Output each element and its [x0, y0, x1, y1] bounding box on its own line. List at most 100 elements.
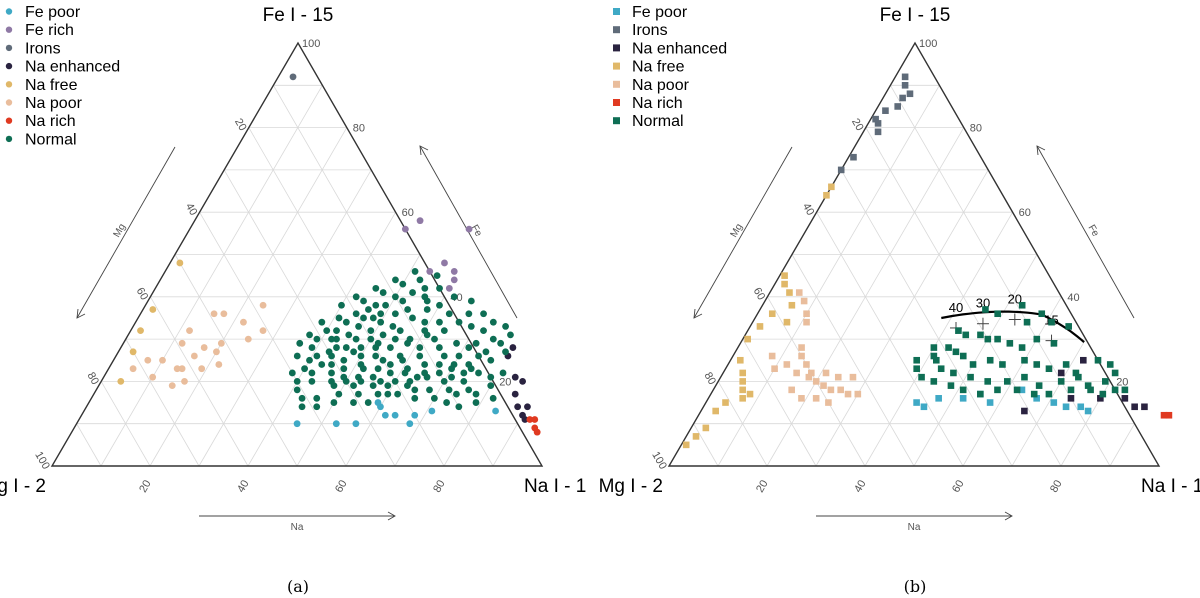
legend-marker [5, 62, 13, 70]
data-point [1050, 340, 1058, 347]
data-point [306, 356, 313, 364]
data-point [443, 399, 450, 406]
data-point [149, 373, 157, 381]
data-point [181, 378, 188, 385]
tick-label-na: 80 [431, 478, 448, 495]
data-point [959, 395, 967, 402]
fe-arrow [1036, 145, 1135, 319]
legend-label: Normal [25, 131, 77, 148]
series-normal [288, 268, 514, 411]
data-point [244, 335, 252, 343]
tick-label-mg: 60 [134, 286, 151, 303]
data-point [404, 306, 412, 313]
data-point [913, 365, 920, 373]
data-point [969, 361, 977, 368]
data-point [746, 390, 754, 398]
data-point [935, 395, 942, 402]
data-point [391, 378, 399, 385]
data-point [511, 390, 519, 398]
data-point [977, 390, 984, 398]
data-point [756, 323, 764, 330]
data-point [967, 373, 974, 381]
tick-label-na: 60 [950, 478, 967, 495]
grid-line-na [492, 423, 518, 467]
data-point [453, 339, 460, 347]
data-point [445, 386, 453, 394]
data-point [396, 352, 404, 360]
data-point [1018, 386, 1026, 394]
data-point [445, 310, 453, 318]
data-point [739, 378, 746, 385]
data-point [340, 373, 348, 381]
legend-marker [5, 26, 13, 33]
axis-name-mg: Mg [729, 222, 745, 240]
mg-arrow [76, 146, 176, 319]
data-point [333, 335, 340, 343]
data-point [1165, 411, 1173, 419]
data-point [1030, 390, 1038, 398]
data-point [788, 386, 795, 394]
data-point [176, 259, 184, 267]
data-point [1080, 356, 1087, 364]
data-point [798, 395, 805, 402]
data-point [372, 301, 380, 309]
data-point [313, 394, 321, 402]
grid-line-na [962, 296, 1062, 467]
data-point [744, 335, 751, 343]
data-point [901, 82, 909, 89]
data-point [1018, 301, 1026, 309]
data-point [382, 301, 389, 309]
data-point [352, 293, 360, 301]
grid-line-na [100, 85, 323, 467]
tick-label-fe: 100 [919, 38, 937, 50]
data-point [372, 284, 380, 292]
panel-caption: (a) [287, 577, 309, 596]
data-point [436, 301, 443, 309]
vertex-label-right: Na I - 1 [1141, 476, 1200, 497]
data-point [820, 382, 827, 389]
data-point [959, 352, 967, 360]
data-point [198, 365, 206, 373]
data-point [421, 361, 429, 368]
data-point [472, 339, 480, 347]
legend-marker [613, 8, 620, 15]
grid-line-mg [717, 381, 768, 467]
data-point [828, 183, 835, 191]
data-point [328, 361, 335, 368]
legend-label: Na rich [632, 95, 683, 112]
tick-label-mg: 80 [701, 370, 718, 387]
data-point [186, 327, 193, 335]
data-point [1067, 386, 1075, 394]
data-point [492, 407, 499, 415]
data-point [1018, 344, 1026, 351]
data-point [825, 399, 832, 406]
data-point [849, 373, 857, 381]
data-point [426, 268, 434, 275]
legend-label: Na poor [25, 95, 83, 112]
data-point [1121, 386, 1129, 394]
data-point [173, 365, 181, 373]
legend-label: Fe poor [25, 4, 81, 21]
grid-line-na [717, 85, 940, 467]
data-point [509, 344, 517, 351]
data-point [409, 314, 416, 322]
grid-line-mg [693, 423, 719, 467]
data-point [937, 365, 945, 373]
tick-label-na: 40 [235, 478, 252, 495]
data-point [952, 348, 960, 356]
data-point [367, 335, 375, 343]
data-point [702, 424, 710, 432]
series-na-poor [768, 289, 862, 406]
data-point [1062, 361, 1070, 368]
grid-line-mg [125, 338, 200, 467]
data-point [377, 310, 385, 318]
data-point [1035, 382, 1043, 389]
tick-label-na: 40 [852, 478, 869, 495]
grid-line-na [394, 338, 470, 467]
data-point [1084, 407, 1092, 415]
tick-label-fe: 20 [499, 376, 511, 388]
data-point [369, 382, 377, 390]
data-point [1102, 378, 1109, 385]
